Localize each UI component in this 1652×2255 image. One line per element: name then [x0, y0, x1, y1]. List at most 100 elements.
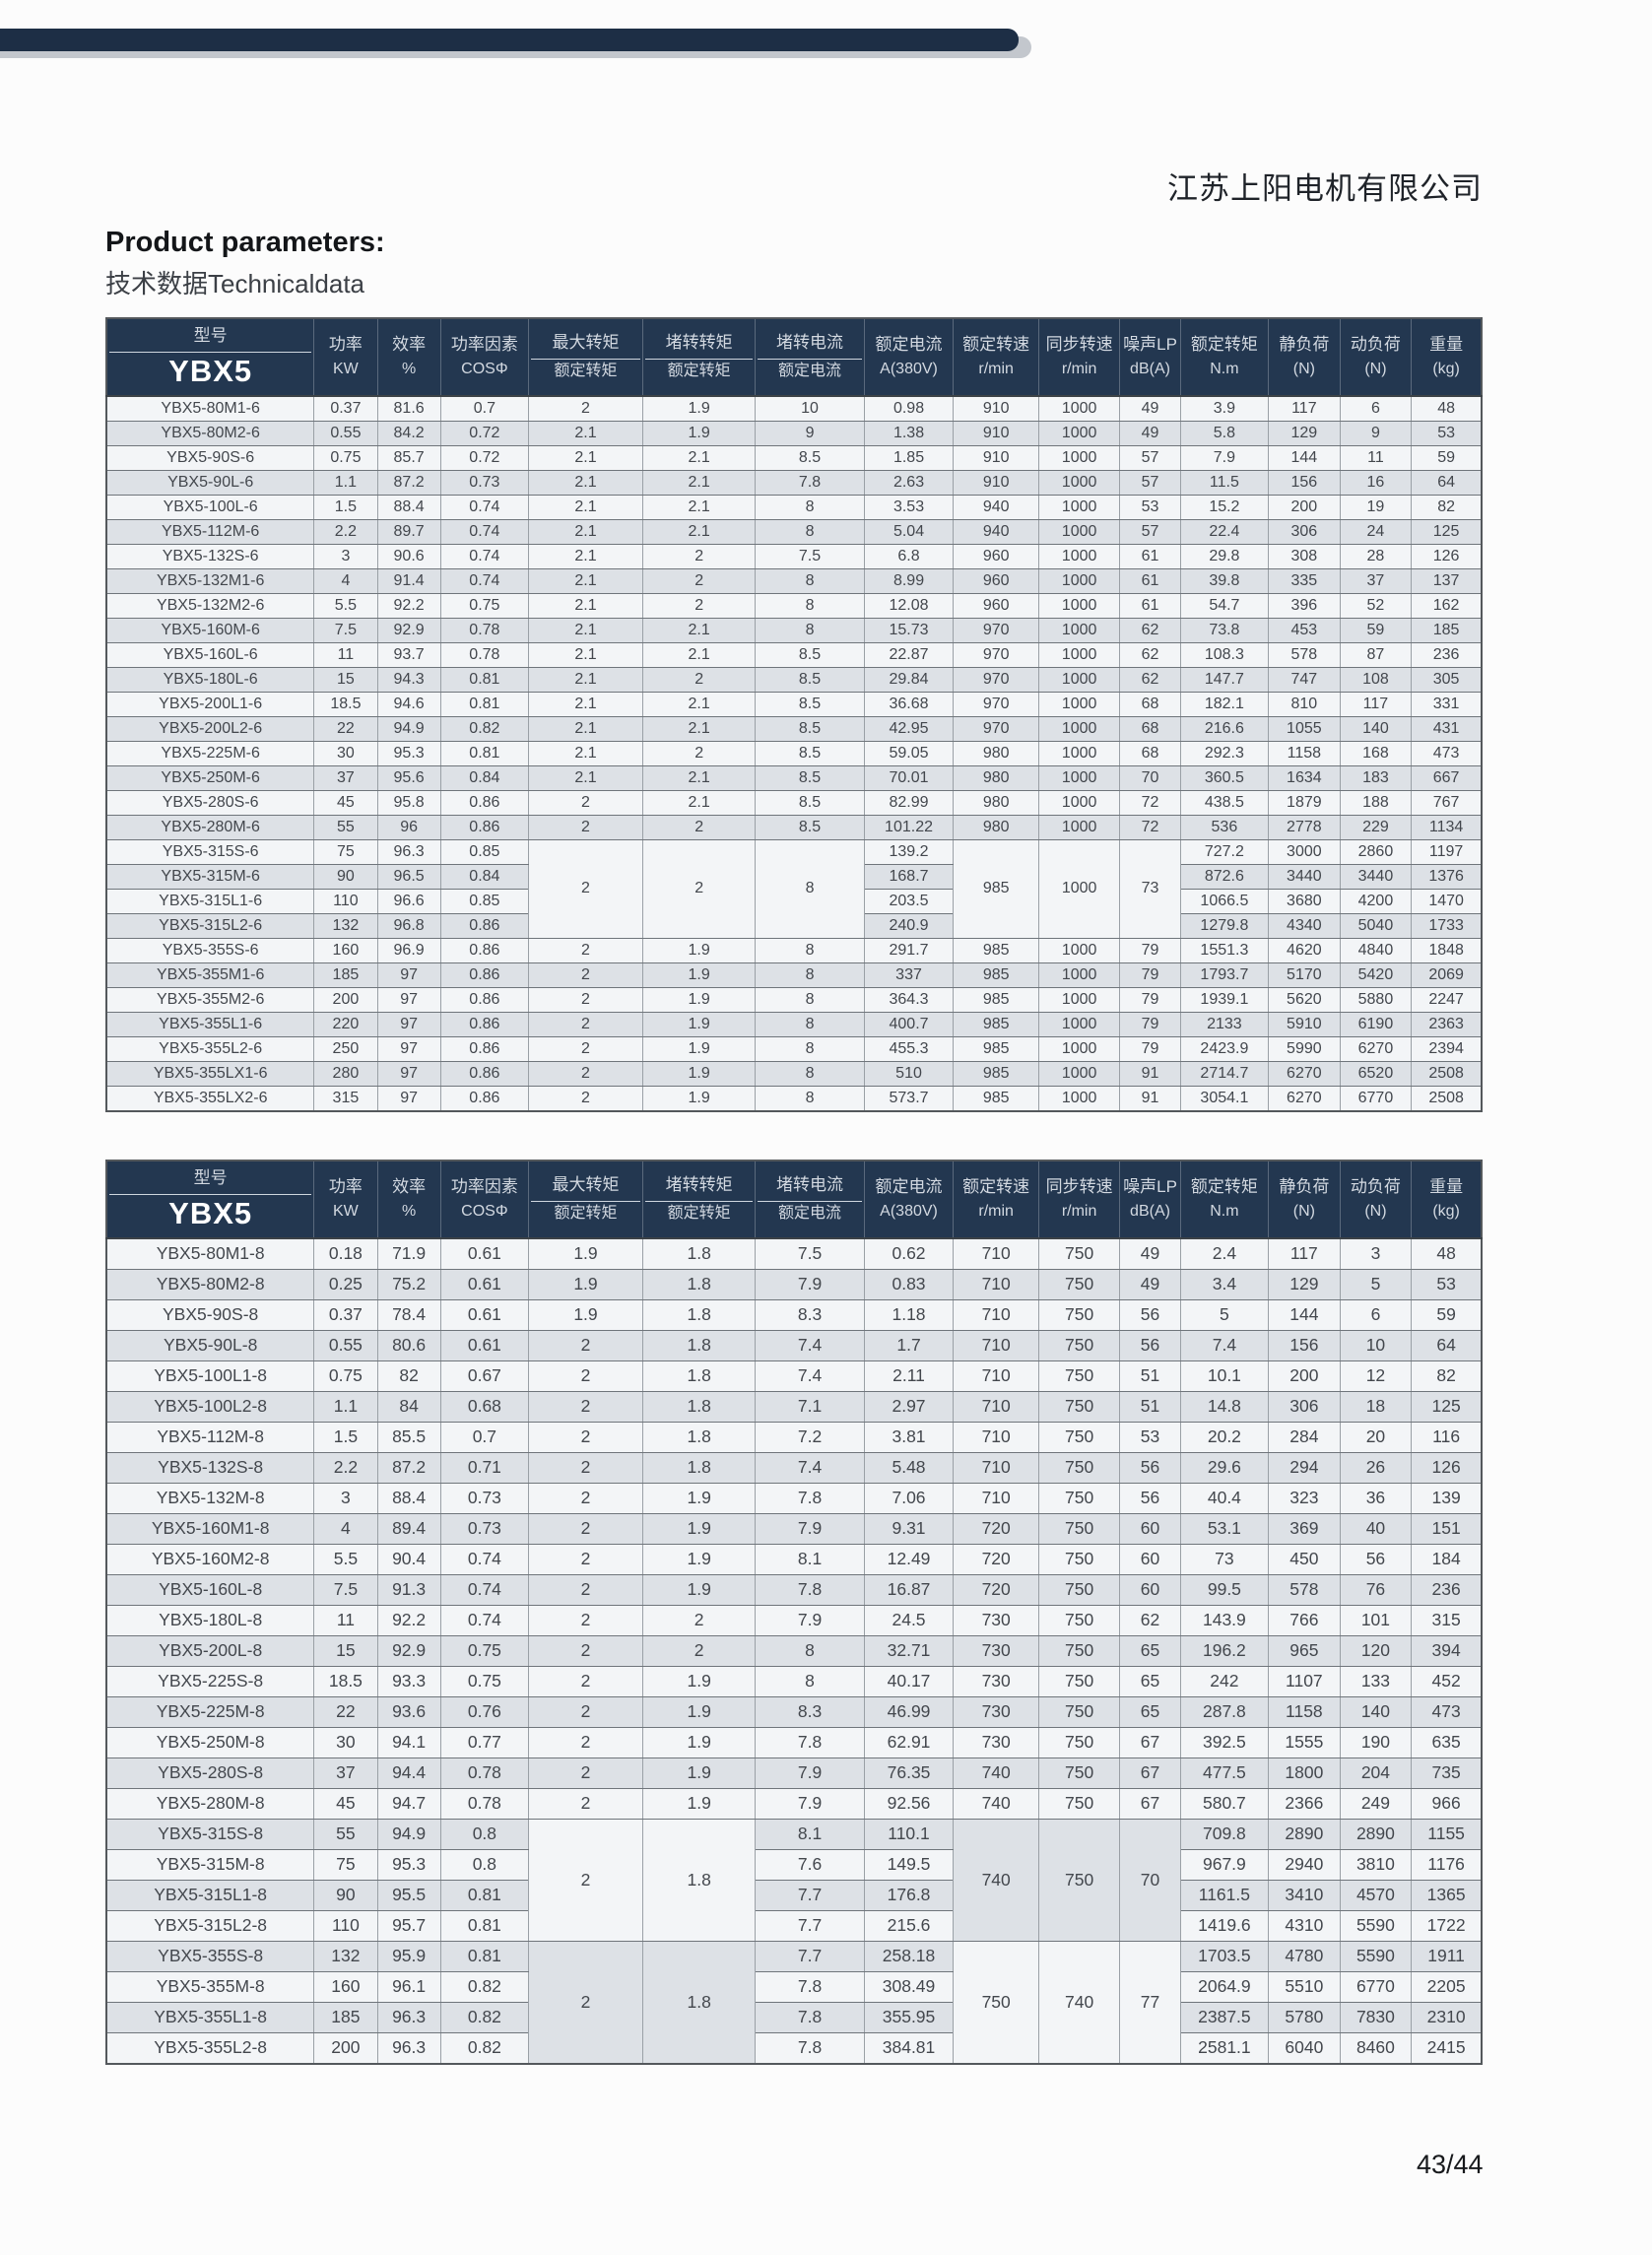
- table-row: YBX5-132M2-6 5.5 92.2 0.75 2.1 2 8 12.08 960 1000…: [105, 592, 1483, 619]
- value-cell: 2: [641, 1634, 757, 1667]
- value-cell: 62: [1119, 617, 1181, 643]
- value-cell: 1.1: [313, 1390, 378, 1423]
- value-cell: 84: [376, 1390, 441, 1423]
- column-header-top-label: 额定转矩: [1190, 1176, 1258, 1196]
- value-cell: 3.9: [1179, 395, 1270, 422]
- value-cell: 10: [1339, 1329, 1413, 1361]
- value-cell: 1.9: [641, 1665, 757, 1697]
- value-cell: 2: [641, 567, 757, 594]
- value-cell: 3054.1: [1179, 1085, 1270, 1112]
- value-cell: 2.1: [528, 592, 643, 619]
- value-cell: 2.1: [641, 518, 757, 545]
- table-row: YBX5-160L-6 11 93.7 0.78 2.1 2.1 8.5 22.87 970 10…: [105, 641, 1483, 668]
- value-cell: 22.4: [1179, 518, 1270, 545]
- value-cell: 65: [1119, 1665, 1181, 1697]
- value-cell: 727.2: [1179, 838, 1270, 865]
- value-cell: 2: [528, 1482, 643, 1514]
- table-row: YBX5-315S-8 55 94.9 0.8 2 1.8 8.1 110.1 740 750 70…: [105, 1818, 1483, 1942]
- value-cell: 2: [528, 962, 643, 988]
- value-cell: 2: [528, 1421, 643, 1453]
- value-cell: 0.7: [439, 395, 530, 422]
- value-cell: 337: [863, 962, 955, 988]
- value-cell: 980: [953, 814, 1039, 840]
- value-cell: 2: [528, 1818, 643, 1942]
- value-cell: 2: [528, 1085, 643, 1112]
- value-cell: 203.5: [863, 888, 955, 914]
- value-cell: 1000: [1037, 567, 1121, 594]
- value-cell: 1.18: [863, 1298, 955, 1331]
- value-cell: 140: [1339, 715, 1413, 742]
- model-cell: YBX5-315L2-8: [105, 1909, 315, 1942]
- value-cell: 82: [376, 1360, 441, 1392]
- value-cell: 2363: [1411, 1011, 1483, 1037]
- column-header-top-label: 功率因素: [450, 1176, 518, 1196]
- value-cell: 5.5: [313, 592, 378, 619]
- value-cell: 2.1: [641, 617, 757, 643]
- value-cell: 40: [1339, 1512, 1413, 1545]
- value-cell: 1000: [1037, 1060, 1121, 1087]
- value-cell: 400.7: [863, 1011, 955, 1037]
- value-cell: 110: [313, 888, 378, 914]
- value-cell: 315: [1411, 1604, 1483, 1636]
- value-cell: 196.2: [1179, 1634, 1270, 1667]
- value-cell: 2.1: [528, 740, 643, 766]
- value-cell: 96.5: [376, 863, 441, 890]
- value-cell: 910: [953, 469, 1039, 496]
- value-cell: 87: [1339, 641, 1413, 668]
- table-row: YBX5-90L-6 1.1 87.2 0.73 2.1 2.1 7.8 2.63 910 100…: [105, 469, 1483, 496]
- value-cell: 1000: [1037, 469, 1121, 496]
- value-cell: 985: [953, 1011, 1039, 1037]
- value-cell: 315: [313, 1085, 378, 1112]
- value-cell: 2.1: [528, 444, 643, 471]
- value-cell: 97: [376, 962, 441, 988]
- value-cell: 2: [528, 1604, 643, 1636]
- value-cell: 2: [528, 1695, 643, 1728]
- value-cell: 750: [1037, 1695, 1121, 1728]
- value-cell: 7.7: [755, 1940, 865, 1972]
- column-header-unit-label: r/min: [978, 361, 1014, 378]
- value-cell: 108: [1339, 666, 1413, 693]
- value-cell: 7.9: [1179, 444, 1270, 471]
- value-cell: 76: [1339, 1573, 1413, 1606]
- value-cell: 5: [1339, 1268, 1413, 1300]
- value-cell: 28: [1339, 543, 1413, 569]
- table-row: YBX5-315M-6 90 96.5 0.84 168.7 872.6 3440 3440 1…: [105, 863, 1483, 890]
- column-header-unit-label: %: [401, 1203, 417, 1221]
- value-cell: 53: [1119, 1421, 1181, 1453]
- column-header: 额定电流 A(380V): [864, 1161, 955, 1239]
- value-cell: 0.55: [313, 420, 378, 446]
- value-cell: 36: [1339, 1482, 1413, 1514]
- column-header: 同步转速 r/min: [1038, 318, 1121, 397]
- value-cell: 95.8: [376, 789, 441, 816]
- value-cell: 0.84: [439, 764, 530, 791]
- value-cell: 0.74: [439, 1543, 530, 1575]
- value-cell: 91: [1119, 1085, 1181, 1112]
- value-cell: 2415: [1411, 2031, 1483, 2065]
- value-cell: 635: [1411, 1726, 1483, 1758]
- value-cell: 15: [313, 666, 378, 693]
- page-subtitle: 技术数据Technicaldata: [105, 269, 364, 298]
- value-cell: 1.9: [641, 937, 757, 963]
- value-cell: 30: [313, 740, 378, 766]
- value-cell: 431: [1411, 715, 1483, 742]
- value-cell: 2: [528, 986, 643, 1013]
- model-cell: YBX5-100L1-8: [105, 1360, 315, 1392]
- value-cell: 5.8: [1179, 420, 1270, 446]
- value-cell: 0.8: [439, 1818, 530, 1850]
- model-cell: YBX5-132M2-6: [105, 592, 315, 619]
- value-cell: 2: [528, 1329, 643, 1361]
- value-cell: 101.22: [863, 814, 955, 840]
- value-cell: 1000: [1037, 986, 1121, 1013]
- column-header-unit-label: r/min: [978, 1203, 1014, 1221]
- value-cell: 910: [953, 444, 1039, 471]
- value-cell: 0.68: [439, 1390, 530, 1423]
- value-cell: 0.86: [439, 1035, 530, 1062]
- value-cell: 4310: [1268, 1909, 1341, 1942]
- value-cell: 49: [1119, 1268, 1181, 1300]
- value-cell: 120: [1339, 1634, 1413, 1667]
- value-cell: 450: [1268, 1543, 1341, 1575]
- value-cell: 1634: [1268, 764, 1341, 791]
- value-cell: 6190: [1339, 1011, 1413, 1037]
- value-cell: 144: [1268, 1298, 1341, 1331]
- value-cell: 1.9: [641, 1011, 757, 1037]
